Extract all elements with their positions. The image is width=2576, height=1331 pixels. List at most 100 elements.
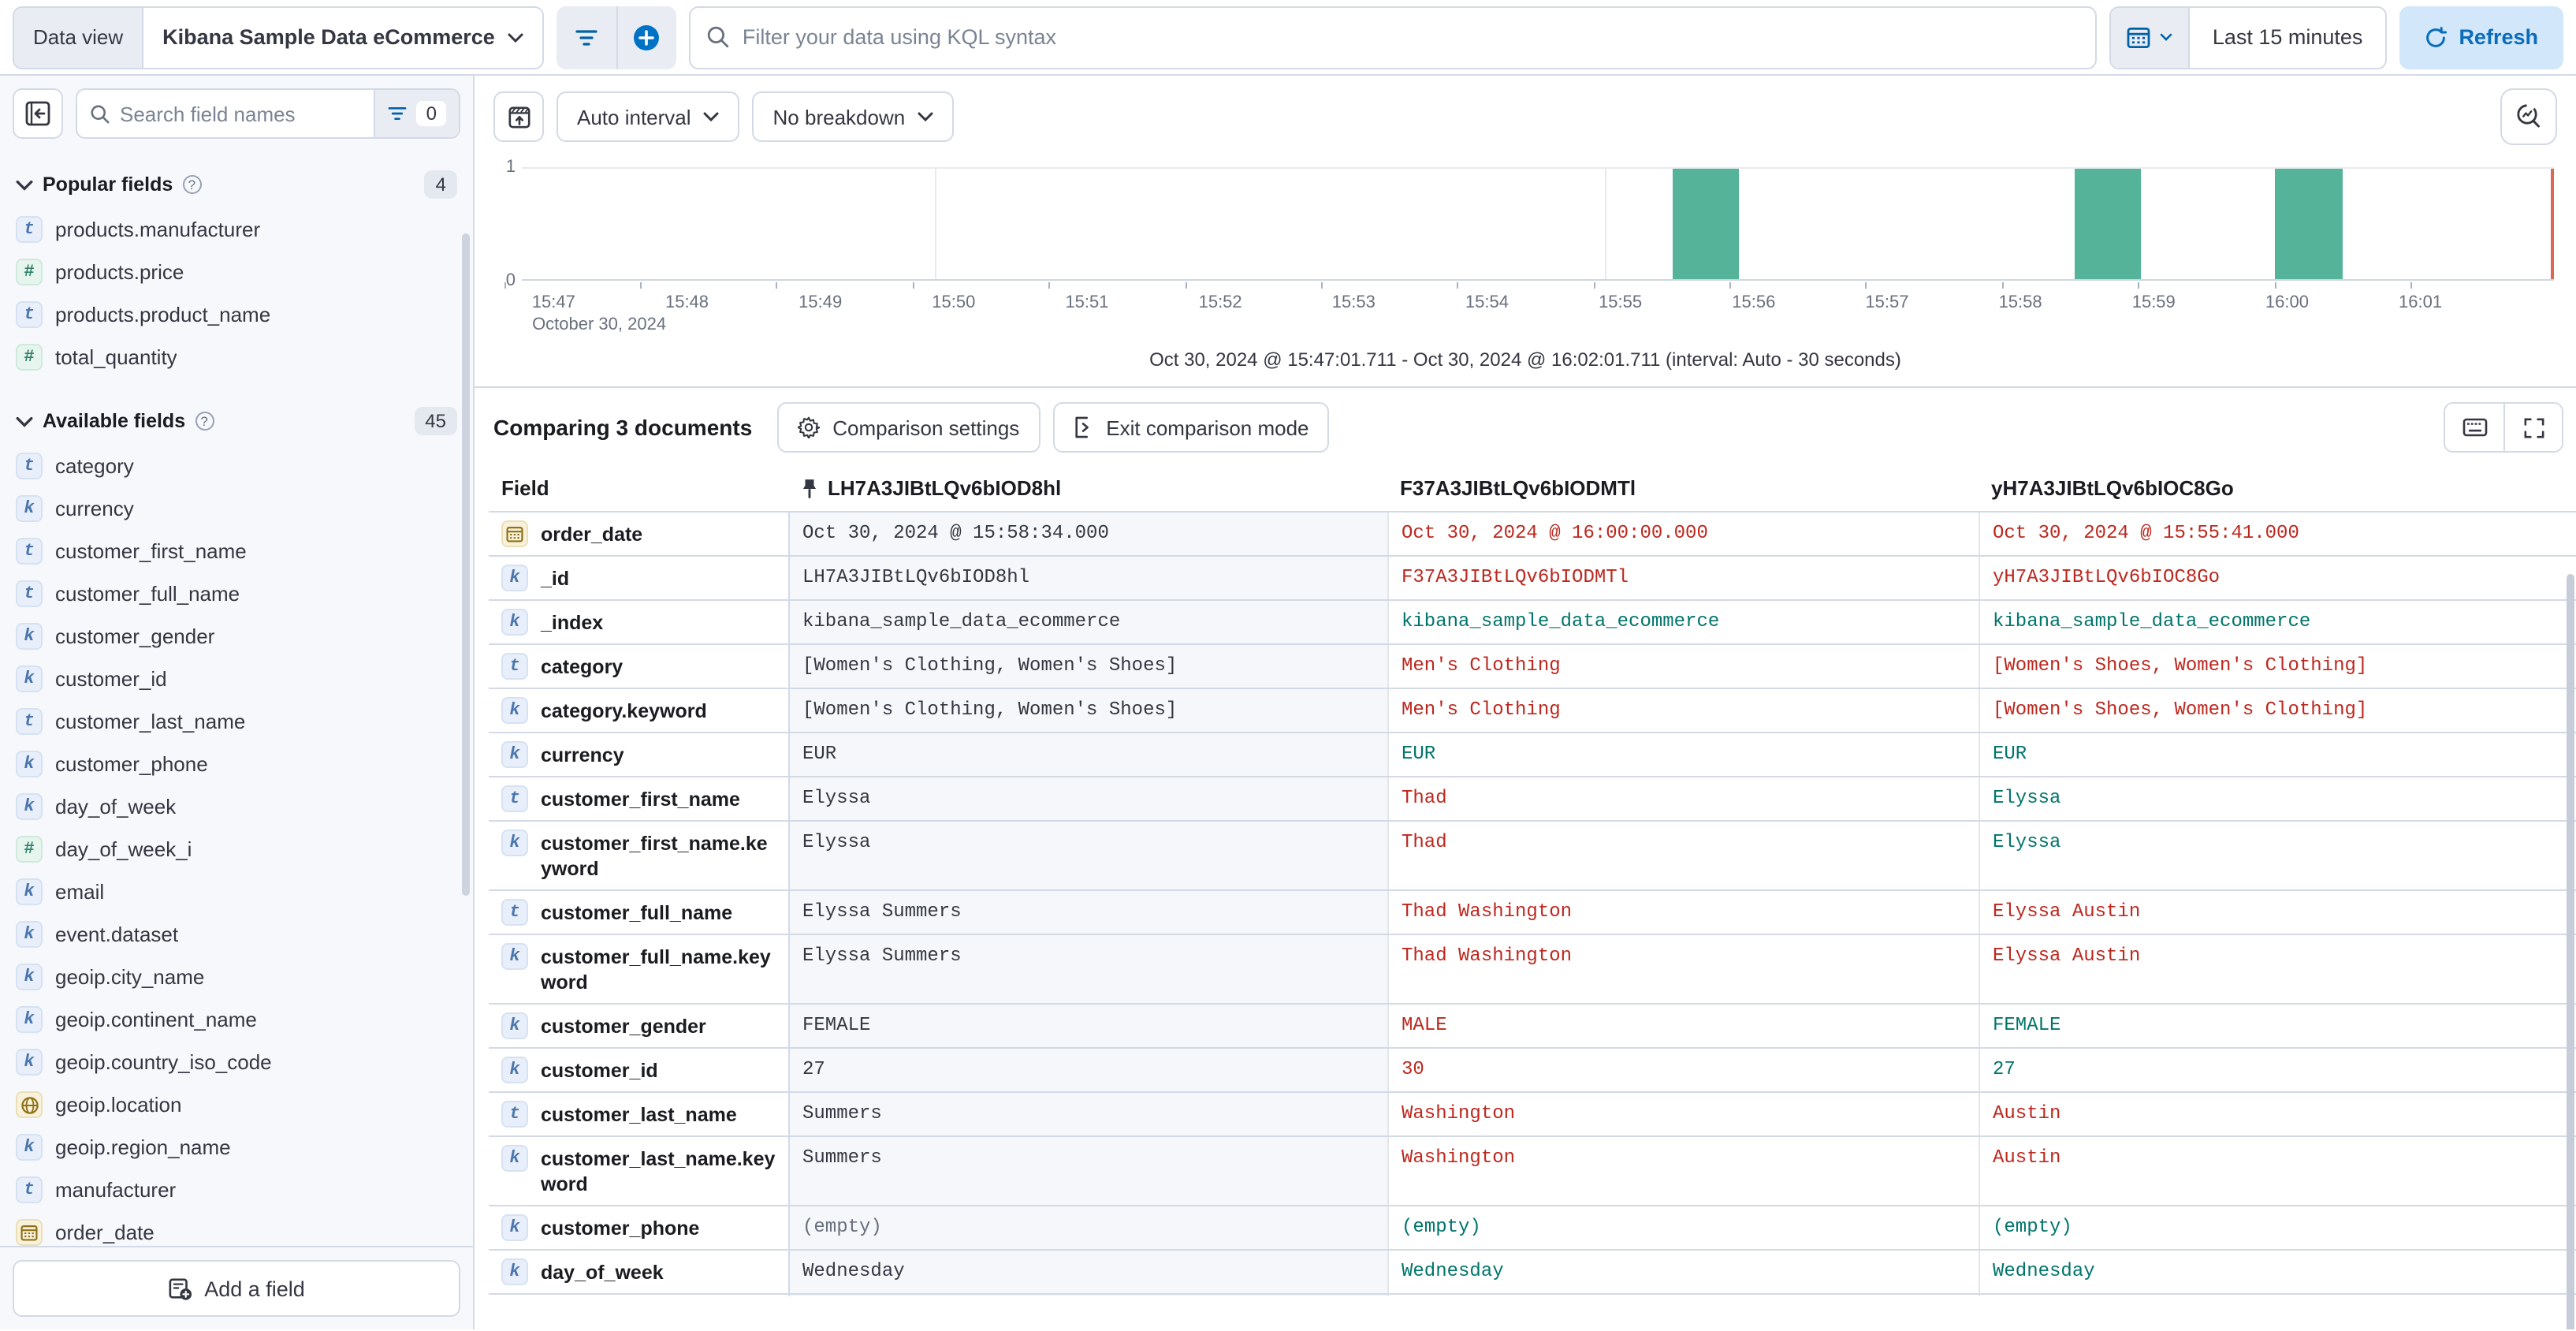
table-row-category[interactable]: t category [Women's Clothing, Women's Shoe… bbox=[489, 643, 2576, 688]
table-row-customer_full_name.keyword[interactable]: k customer_full_name.keyword Elyssa Summer… bbox=[489, 934, 2576, 1003]
kql-search-bar[interactable] bbox=[688, 6, 2098, 69]
doc-column-header-pinned[interactable]: LH7A3JIBtLQv6bIOD8hl bbox=[788, 467, 1387, 511]
time-range-value[interactable]: Last 15 minutes bbox=[2212, 25, 2363, 49]
data-view-picker[interactable]: Kibana Sample Data eCommerce bbox=[143, 7, 542, 67]
fullscreen-icon bbox=[2523, 417, 2544, 438]
histogram-bar-15:55:30[interactable] bbox=[1672, 169, 1740, 279]
keyboard-shortcuts-button[interactable] bbox=[2445, 404, 2503, 451]
section-header-popular[interactable]: Popular fields? 4 bbox=[13, 158, 460, 208]
table-row-day_of_week[interactable]: k day_of_week Wednesday Wednesday Wednesday bbox=[489, 1249, 2576, 1293]
comparison-table[interactable]: Field LH7A3JIBtLQv6bIOD8hl F37A3JIBtLQv6bI… bbox=[489, 467, 2576, 1296]
differing-value-cell: Thad bbox=[1387, 777, 1979, 820]
edit-visualization-button[interactable] bbox=[2500, 88, 2557, 145]
base-value-cell: kibana_sample_data_ecommerce bbox=[788, 601, 1387, 643]
field-item-products.price[interactable]: # products.price bbox=[13, 251, 460, 293]
text-field-icon: t bbox=[501, 785, 528, 812]
sidebar-scrollbar[interactable] bbox=[462, 233, 470, 896]
table-row-order_date[interactable]: order_date Oct 30, 2024 @ 15:58:34.000 Oct… bbox=[489, 511, 2576, 555]
field-item-customer_phone[interactable]: k customer_phone bbox=[13, 743, 460, 785]
field-name: _index bbox=[541, 612, 604, 634]
matching-value-cell: (empty) bbox=[1387, 1206, 1979, 1249]
field-item-customer_id[interactable]: k customer_id bbox=[13, 658, 460, 700]
table-row-customer_first_name[interactable]: t customer_first_name Elyssa Thad Elyssa bbox=[489, 776, 2576, 820]
add-field-button[interactable]: Add a field bbox=[13, 1260, 460, 1317]
field-item-products.manufacturer[interactable]: t products.manufacturer bbox=[13, 208, 460, 251]
fullscreen-button[interactable] bbox=[2503, 404, 2562, 451]
add-filter-button[interactable] bbox=[616, 6, 676, 69]
keyword-field-icon: k bbox=[16, 1134, 43, 1161]
field-item-geoip.region_name[interactable]: k geoip.region_name bbox=[13, 1126, 460, 1169]
histogram-chart[interactable]: 1 0 15:47 15:48 15:49 15:50 15:51 15:52 15:53 1… bbox=[493, 151, 2557, 334]
table-row-category.keyword[interactable]: k category.keyword [Women's Clothing, Wome… bbox=[489, 688, 2576, 732]
field-cell: k customer_full_name.keyword bbox=[489, 935, 788, 1003]
field-list-scroll-area[interactable]: Popular fields? 4 t products.manufacturer # p… bbox=[0, 151, 473, 1246]
field-item-total_quantity[interactable]: # total_quantity bbox=[13, 336, 460, 378]
field-item-category[interactable]: t category bbox=[13, 445, 460, 487]
table-row-customer_gender[interactable]: k customer_gender FEMALE MALE FEMALE bbox=[489, 1003, 2576, 1047]
field-item-event.dataset[interactable]: k event.dataset bbox=[13, 913, 460, 956]
table-row-_id[interactable]: k _id LH7A3JIBtLQv6bIOD8hl F37A3JIBtLQv6bIO… bbox=[489, 555, 2576, 599]
comparison-settings-button[interactable]: Comparison settings bbox=[777, 402, 1040, 453]
field-item-label: products.price bbox=[55, 260, 184, 284]
field-item-geoip.location[interactable]: geoip.location bbox=[13, 1083, 460, 1126]
field-item-day_of_week_i[interactable]: # day_of_week_i bbox=[13, 828, 460, 871]
exit-comparison-button[interactable]: Exit comparison mode bbox=[1052, 402, 1330, 453]
field-item-email[interactable]: k email bbox=[13, 871, 460, 913]
histogram-bar-15:58:30[interactable] bbox=[2074, 169, 2142, 279]
text-field-icon: t bbox=[16, 708, 43, 735]
field-filter-count: 0 bbox=[416, 101, 446, 126]
interval-select[interactable]: Auto interval bbox=[557, 91, 740, 142]
collapse-sidebar-button[interactable] bbox=[13, 88, 63, 139]
text-field-icon: t bbox=[16, 580, 43, 607]
chevron-down-icon bbox=[16, 179, 33, 190]
field-item-customer_last_name[interactable]: t customer_last_name bbox=[13, 700, 460, 743]
differing-value-cell: Oct 30, 2024 @ 15:55:41.000 bbox=[1979, 513, 2576, 555]
field-item-geoip.city_name[interactable]: k geoip.city_name bbox=[13, 956, 460, 998]
table-row-customer_phone[interactable]: k customer_phone (empty) (empty) (empty) bbox=[489, 1205, 2576, 1249]
table-row-customer_id[interactable]: k customer_id 27 30 27 bbox=[489, 1047, 2576, 1091]
keyword-field-icon: k bbox=[16, 666, 43, 692]
table-row-customer_first_name.keyword[interactable]: k customer_first_name.keyword Elyssa Thad El… bbox=[489, 820, 2576, 889]
field-item-customer_full_name[interactable]: t customer_full_name bbox=[13, 572, 460, 615]
table-row-_index[interactable]: k _index kibana_sample_data_ecommerce kiban… bbox=[489, 599, 2576, 643]
field-item-order_date[interactable]: order_date bbox=[13, 1211, 460, 1246]
histogram-bar-16:00:00[interactable] bbox=[2275, 169, 2343, 279]
field-item-geoip.country_iso_code[interactable]: k geoip.country_iso_code bbox=[13, 1041, 460, 1083]
field-item-currency[interactable]: k currency bbox=[13, 487, 460, 530]
table-row-customer_last_name[interactable]: t customer_last_name Summers Washington Aust… bbox=[489, 1091, 2576, 1135]
keyword-field-icon: k bbox=[16, 495, 43, 522]
base-value-cell: 27 bbox=[788, 1049, 1387, 1091]
base-value-cell: Oct 30, 2024 @ 15:58:34.000 bbox=[788, 513, 1387, 555]
gear-icon bbox=[798, 416, 821, 438]
field-item-day_of_week[interactable]: k day_of_week bbox=[13, 785, 460, 828]
filter-list-button[interactable] bbox=[557, 6, 616, 69]
x-axis-tick-label: 16:00 bbox=[2265, 293, 2309, 312]
kql-search-input[interactable] bbox=[742, 25, 2080, 49]
table-row-currency[interactable]: k currency EUR EUR EUR bbox=[489, 732, 2576, 776]
field-item-customer_first_name[interactable]: t customer_first_name bbox=[13, 530, 460, 572]
doc-column-header[interactable]: yH7A3JIBtLQv6bIOC8Go bbox=[1991, 476, 2234, 500]
field-item-manufacturer[interactable]: t manufacturer bbox=[13, 1169, 460, 1211]
comparison-toolbar: Comparing 3 documents Comparison setting… bbox=[475, 388, 2576, 467]
field-item-products.product_name[interactable]: t products.product_name bbox=[13, 293, 460, 336]
keyword-field-icon: k bbox=[501, 1258, 528, 1285]
collapse-panel-icon bbox=[25, 101, 50, 126]
refresh-button[interactable]: Refresh bbox=[2399, 6, 2563, 69]
table-row-day_of_week_i[interactable]: #day_of_week_i222 bbox=[489, 1293, 2576, 1296]
field-filter-button[interactable]: 0 bbox=[374, 90, 459, 137]
table-row-customer_last_name.keyword[interactable]: k customer_last_name.keyword Summers Washin… bbox=[489, 1135, 2576, 1205]
field-item-customer_gender[interactable]: k customer_gender bbox=[13, 615, 460, 658]
field-item-geoip.continent_name[interactable]: k geoip.continent_name bbox=[13, 998, 460, 1041]
time-picker-button[interactable] bbox=[2111, 7, 2191, 67]
differing-value-cell: Washington bbox=[1387, 1137, 1979, 1205]
breakdown-select[interactable]: No breakdown bbox=[752, 91, 955, 142]
keyboard-icon bbox=[2462, 418, 2487, 437]
filter-icon bbox=[575, 28, 597, 47]
table-row-customer_full_name[interactable]: t customer_full_name Elyssa Summers Thad Wa… bbox=[489, 889, 2576, 934]
number-field-icon: # bbox=[16, 836, 43, 863]
hide-chart-button[interactable] bbox=[493, 91, 544, 142]
section-header-available[interactable]: Available fields? 45 bbox=[13, 394, 460, 445]
doc-column-header[interactable]: F37A3JIBtLQv6bIODMTl bbox=[1400, 476, 1636, 500]
field-search-input[interactable] bbox=[120, 102, 374, 125]
table-scrollbar[interactable] bbox=[2567, 574, 2574, 1329]
